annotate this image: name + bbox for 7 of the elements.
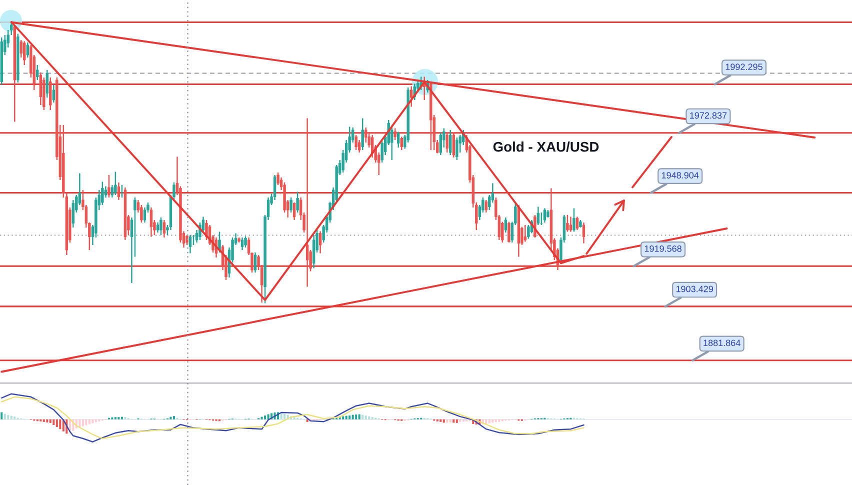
ref-line-label: 1992.295: [726, 64, 762, 70]
ref-line-label: 1881.864: [704, 340, 740, 346]
ref-line-label: 1919.568: [644, 245, 682, 252]
ref-line-label: 1948.904: [662, 172, 699, 178]
ref-line-label: 1972.837: [690, 112, 727, 119]
ref-line-label: 1903.429: [676, 286, 713, 292]
text: Gold - XAU/USD: [493, 142, 599, 152]
